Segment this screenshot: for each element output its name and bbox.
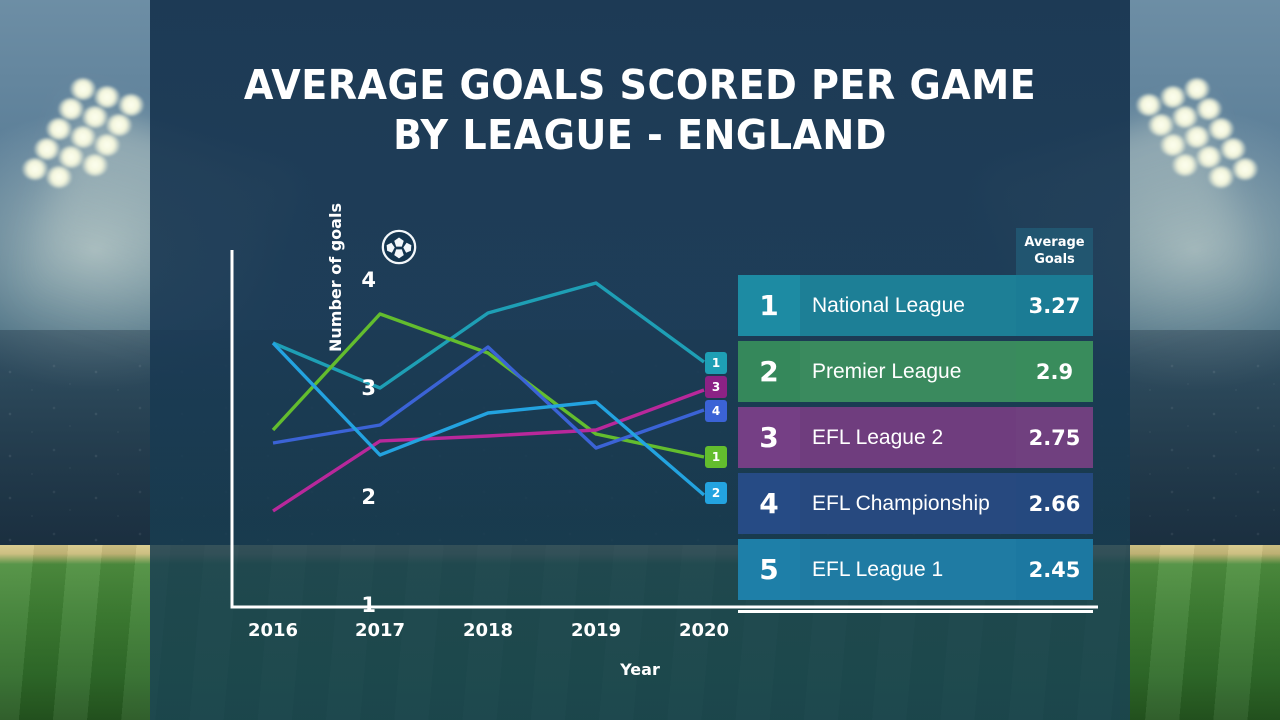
column-header-line1: Average	[1024, 235, 1085, 251]
series-line-efl-league-2	[272, 388, 705, 513]
ranking-table: Average Goals 1 National League 3.27 2 P…	[738, 228, 1093, 600]
row-league-name: EFL League 1	[812, 557, 944, 581]
table-header-row: Average Goals	[738, 228, 1093, 275]
y-tick-1: 1	[361, 593, 376, 617]
series-line-efl-championship	[272, 345, 705, 450]
row-rank: 2	[738, 341, 800, 402]
row-average-goals: 3.27	[1016, 275, 1093, 336]
column-header-average-goals: Average Goals	[1016, 228, 1093, 275]
table-row[interactable]: 2 Premier League 2.9	[738, 341, 1093, 402]
soccer-ball-icon	[380, 228, 418, 266]
series-badge-efl-championship[interactable]: 4	[705, 400, 727, 422]
series-badge-national-league[interactable]: 1	[705, 352, 727, 374]
row-league-name: Premier League	[812, 359, 962, 383]
series-badge-efl-league-2[interactable]: 3	[705, 376, 727, 398]
series-badge-efl-league-1[interactable]: 2	[705, 482, 727, 504]
page-title-line1: AVERAGE GOALS SCORED PER GAME	[243, 61, 1037, 109]
series-badge-premier-league[interactable]: 1	[705, 446, 727, 468]
table-row[interactable]: 1 National League 3.27	[738, 275, 1093, 336]
x-tick-2020: 2020	[678, 620, 730, 641]
x-tick-2019: 2019	[570, 620, 622, 641]
row-average-goals: 2.9	[1016, 341, 1093, 402]
row-league-name: EFL Championship	[812, 491, 990, 515]
row-average-goals: 2.75	[1016, 407, 1093, 468]
line-chart: 4 3 2 1 2016 2017 2018 2019 2020 Number …	[150, 0, 1130, 720]
row-rank: 5	[738, 539, 800, 600]
table-row[interactable]: 5 EFL League 1 2.45	[738, 539, 1093, 600]
row-rank: 1	[738, 275, 800, 336]
table-baseline-rule	[738, 610, 1093, 613]
x-tick-2017: 2017	[354, 620, 406, 641]
row-league-name: National League	[812, 293, 965, 317]
x-tick-2016: 2016	[247, 620, 299, 641]
row-average-goals: 2.66	[1016, 473, 1093, 534]
page-title: AVERAGE GOALS SCORED PER GAME BY LEAGUE …	[184, 60, 1095, 160]
chart-canvas	[230, 250, 1098, 609]
row-league-name: EFL League 2	[812, 425, 944, 449]
x-axis-label: Year	[620, 660, 660, 679]
row-rank: 4	[738, 473, 800, 534]
page-title-line2: BY LEAGUE - ENGLAND	[393, 111, 887, 160]
series-line-national-league	[272, 281, 706, 390]
row-average-goals: 2.45	[1016, 539, 1093, 600]
series-line-premier-league	[271, 312, 705, 459]
floodlight-right	[981, 72, 1280, 461]
x-tick-2018: 2018	[462, 620, 514, 641]
table-row[interactable]: 3 EFL League 2 2.75	[738, 407, 1093, 468]
row-rank: 3	[738, 407, 800, 468]
y-tick-2: 2	[361, 485, 376, 509]
y-tick-3: 3	[361, 376, 376, 400]
table-row[interactable]: 4 EFL Championship 2.66	[738, 473, 1093, 534]
column-header-line2: Goals	[1034, 251, 1075, 267]
y-tick-4: 4	[361, 268, 376, 292]
floodlight-left	[0, 72, 299, 461]
y-axis-label: Number of goals	[326, 203, 345, 352]
series-line-efl-league-1	[271, 341, 706, 497]
